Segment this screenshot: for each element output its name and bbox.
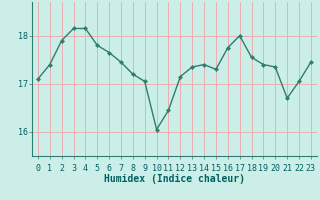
X-axis label: Humidex (Indice chaleur): Humidex (Indice chaleur) (104, 174, 245, 184)
